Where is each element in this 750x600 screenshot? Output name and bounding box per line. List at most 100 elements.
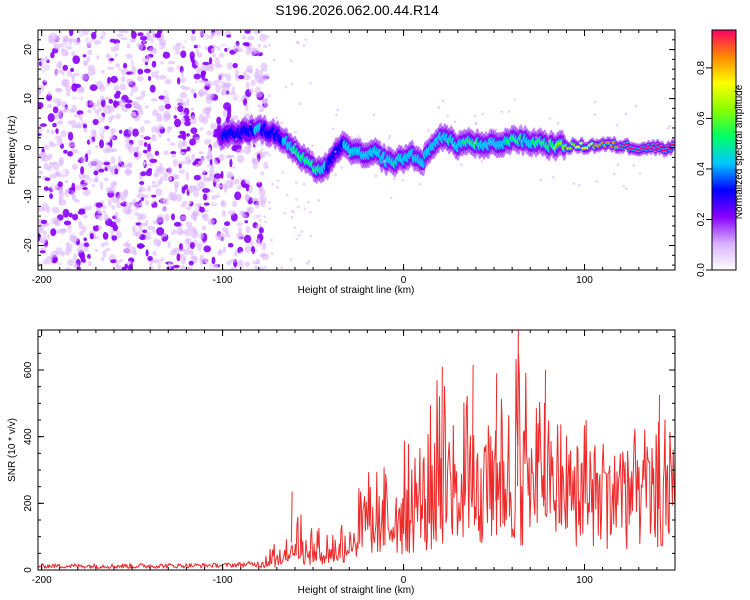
noise-blob [293, 226, 297, 229]
snr-y-tick-label: 600 [23, 361, 34, 378]
noise-blob [290, 215, 294, 219]
noise-blob [203, 202, 210, 206]
ridge-scatter [618, 152, 622, 156]
noise-blob [73, 153, 81, 161]
noise-blob [43, 230, 47, 236]
noise-blob [251, 197, 257, 202]
noise-blob [181, 200, 188, 205]
noise-blob [208, 57, 213, 65]
noise-blob [203, 34, 208, 41]
noise-blob [49, 173, 57, 179]
noise-blob [78, 208, 86, 212]
ridge-scatter [624, 112, 627, 116]
noise-blob [96, 206, 102, 215]
noise-blob [67, 131, 74, 141]
ridge-scatter [307, 201, 310, 204]
ridge-scatter [310, 152, 313, 155]
noise-blob [245, 226, 251, 234]
noise-blob [197, 181, 206, 189]
noise-blob [126, 78, 134, 86]
noise-blob [140, 90, 146, 98]
noise-blob [222, 84, 230, 92]
noise-blob [156, 227, 165, 236]
noise-blob [254, 201, 260, 209]
noise-blob [71, 163, 78, 171]
noise-blob [138, 63, 144, 69]
noise-blob [180, 70, 184, 79]
noise-blob [156, 155, 164, 160]
noise-blob [111, 114, 115, 120]
noise-blob [227, 46, 231, 51]
noise-blob [144, 235, 152, 240]
noise-blob [268, 200, 271, 204]
noise-blob [92, 68, 96, 75]
noise-blob [89, 139, 94, 144]
noise-blob [198, 151, 204, 155]
ridge-scatter [418, 183, 421, 186]
noise-blob [254, 142, 262, 148]
colorbar-ticks: 0.0 0.2 0.4 0.6 0.8 [696, 61, 712, 277]
noise-blob [163, 96, 170, 105]
noise-blob [245, 48, 251, 55]
snr-peak [471, 364, 474, 499]
ridge-scatter [547, 139, 551, 143]
noise-blob [112, 164, 117, 169]
noise-blob [179, 91, 188, 99]
noise-blob [50, 51, 55, 59]
noise-blob [71, 235, 79, 243]
noise-blob [180, 204, 186, 208]
noise-blob [292, 211, 296, 214]
ridge-scatter [249, 123, 252, 126]
noise-blob [215, 84, 221, 93]
noise-blob [91, 183, 95, 188]
noise-blob [258, 44, 261, 48]
snr-peak [441, 366, 443, 499]
ridge-scatter [280, 121, 283, 125]
noise-blob [120, 75, 126, 83]
ridge-scatter [535, 136, 538, 139]
noise-blob [107, 76, 111, 84]
noise-blob [171, 213, 175, 221]
noise-blob [210, 47, 219, 55]
noise-blob [205, 241, 210, 245]
noise-blob [230, 267, 238, 270]
noise-blob [62, 79, 70, 88]
noise-blob [153, 173, 158, 178]
noise-blob [206, 112, 211, 119]
noise-blob [137, 151, 142, 158]
noise-blob [138, 139, 144, 147]
noise-blob [42, 65, 50, 74]
noise-blob [118, 30, 124, 34]
noise-blob [221, 40, 228, 49]
noise-blob [43, 162, 49, 170]
noise-blob [228, 91, 236, 96]
noise-blob [289, 258, 293, 261]
spectrogram-x-tick-label: 0 [401, 275, 407, 286]
noise-blob [93, 39, 102, 45]
noise-blob [85, 120, 91, 125]
noise-blob [234, 250, 238, 257]
snr-line [38, 353, 675, 569]
noise-blob [110, 132, 115, 137]
noise-blob [87, 68, 94, 77]
noise-blob [165, 113, 172, 120]
noise-blob [40, 219, 48, 224]
noise-blob [128, 202, 133, 206]
noise-blob [137, 244, 146, 248]
noise-blob [266, 35, 270, 39]
noise-blob [241, 183, 250, 189]
noise-blob [295, 237, 299, 241]
noise-blob [194, 80, 198, 84]
noise-blob [92, 158, 99, 166]
noise-blob [218, 52, 225, 58]
noise-blob [99, 95, 105, 102]
noise-blob [253, 30, 261, 35]
noise-blob [144, 105, 149, 109]
noise-blob [180, 264, 186, 270]
noise-blob [204, 65, 210, 71]
noise-blob [158, 105, 166, 112]
ridge-scatter [613, 172, 616, 176]
noise-blob [52, 106, 59, 114]
noise-blob [175, 50, 181, 55]
ridge-scatter [268, 154, 271, 157]
